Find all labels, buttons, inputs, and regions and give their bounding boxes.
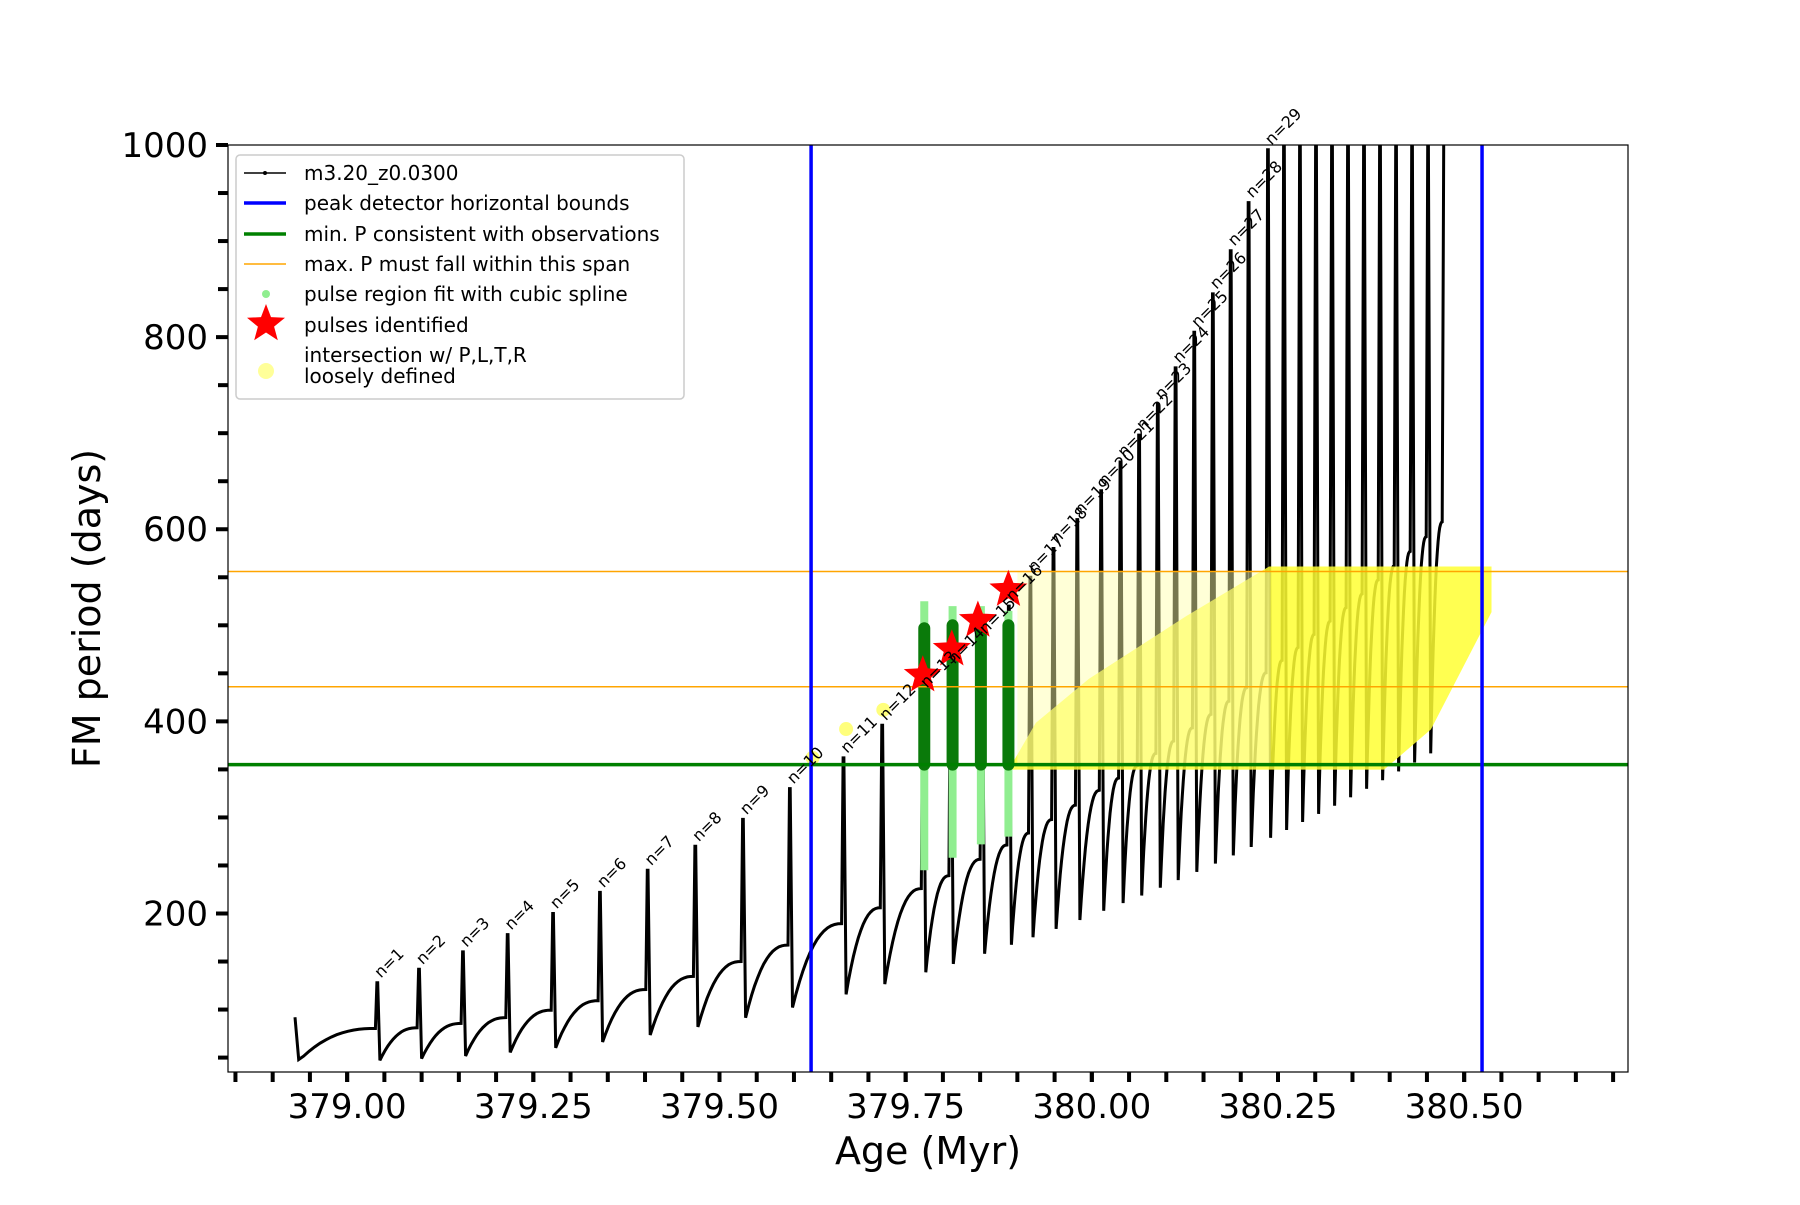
legend-label: intersection w/ P,L,T,R bbox=[304, 343, 527, 367]
pulse-star-marker bbox=[903, 655, 942, 692]
pulse-label: n=28 bbox=[1242, 157, 1286, 201]
pulse-label: n=24 bbox=[1169, 322, 1213, 366]
pulse-label: n=8 bbox=[688, 808, 725, 845]
pulse-label: n=1 bbox=[370, 944, 407, 981]
legend-label: peak detector horizontal bounds bbox=[304, 191, 630, 215]
plot-frame bbox=[227, 144, 1629, 1073]
x-tick-label: 379.25 bbox=[474, 1087, 593, 1127]
y-tick-label: 200 bbox=[143, 894, 208, 934]
legend-label: loosely defined bbox=[304, 364, 456, 388]
x-tick-label: 379.75 bbox=[846, 1087, 965, 1127]
pulse-label: n=26 bbox=[1206, 248, 1250, 292]
axes: 379.00 379.25 379.50 379.75 380.00 380.25 380.… bbox=[121, 126, 1616, 1127]
pulse-label: n=7 bbox=[641, 832, 678, 869]
legend-label: m3.20_z0.0300 bbox=[304, 161, 459, 185]
x-tick-label: 380.50 bbox=[1405, 1087, 1524, 1127]
x-axis-label: Age (Myr) bbox=[835, 1129, 1021, 1173]
legend-label: max. P must fall within this span bbox=[304, 252, 630, 276]
intersection-marker bbox=[839, 722, 854, 737]
x-tick-label: 379.50 bbox=[660, 1087, 779, 1127]
pulse-star-marker bbox=[989, 569, 1028, 606]
pulse-label: n=23 bbox=[1151, 359, 1195, 403]
y-tick-label: 800 bbox=[143, 318, 208, 358]
pulse-label: n=5 bbox=[546, 875, 583, 912]
legend-label: pulse region fit with cubic spline bbox=[304, 282, 628, 306]
pulse-label: n=25 bbox=[1187, 287, 1231, 331]
pulse-label: n=6 bbox=[593, 854, 630, 891]
legend-entry: max. P must fall within this span bbox=[244, 252, 630, 276]
legend-entry: pulse region fit with cubic spline bbox=[262, 282, 628, 306]
legend-swatch-circle bbox=[258, 363, 274, 379]
legend-label: min. P consistent with observations bbox=[304, 222, 660, 246]
x-tick-label: 380.25 bbox=[1219, 1087, 1338, 1127]
legend-swatch-dot bbox=[263, 171, 267, 175]
legend-entry: peak detector horizontal bounds bbox=[244, 191, 630, 215]
legend-swatch-star bbox=[247, 304, 285, 341]
y-tick-label: 400 bbox=[143, 702, 208, 742]
y-axis-label: FM period (days) bbox=[65, 449, 109, 768]
legend-label: pulses identified bbox=[304, 313, 469, 337]
pulse-label: n=3 bbox=[456, 913, 493, 950]
legend-entry: m3.20_z0.0300 bbox=[244, 161, 459, 185]
pulse-label: n=2 bbox=[412, 931, 449, 968]
legend-entry: min. P consistent with observations bbox=[244, 222, 660, 246]
plot-area bbox=[228, 145, 1628, 1072]
legend-box bbox=[235, 154, 685, 400]
intersection-region bbox=[805, 566, 1492, 770]
x-tick-label: 380.00 bbox=[1032, 1087, 1151, 1127]
legend-entry: pulses identified bbox=[247, 304, 469, 341]
pulse-label: n=9 bbox=[736, 781, 773, 818]
pulse-label: n=4 bbox=[501, 896, 538, 933]
y-tick-label: 1000 bbox=[121, 126, 208, 166]
legend-swatch-dot bbox=[262, 290, 270, 298]
pulse-label: n=29 bbox=[1261, 104, 1305, 148]
pulse-star-marker bbox=[932, 629, 971, 666]
intersection-marker bbox=[876, 702, 891, 717]
y-tick-label: 600 bbox=[143, 510, 208, 550]
pulse-label: n=27 bbox=[1224, 205, 1268, 249]
pulse-star-marker bbox=[958, 600, 997, 637]
intersection-faint-band bbox=[1017, 571, 1271, 765]
x-tick-label: 379.00 bbox=[288, 1087, 407, 1127]
